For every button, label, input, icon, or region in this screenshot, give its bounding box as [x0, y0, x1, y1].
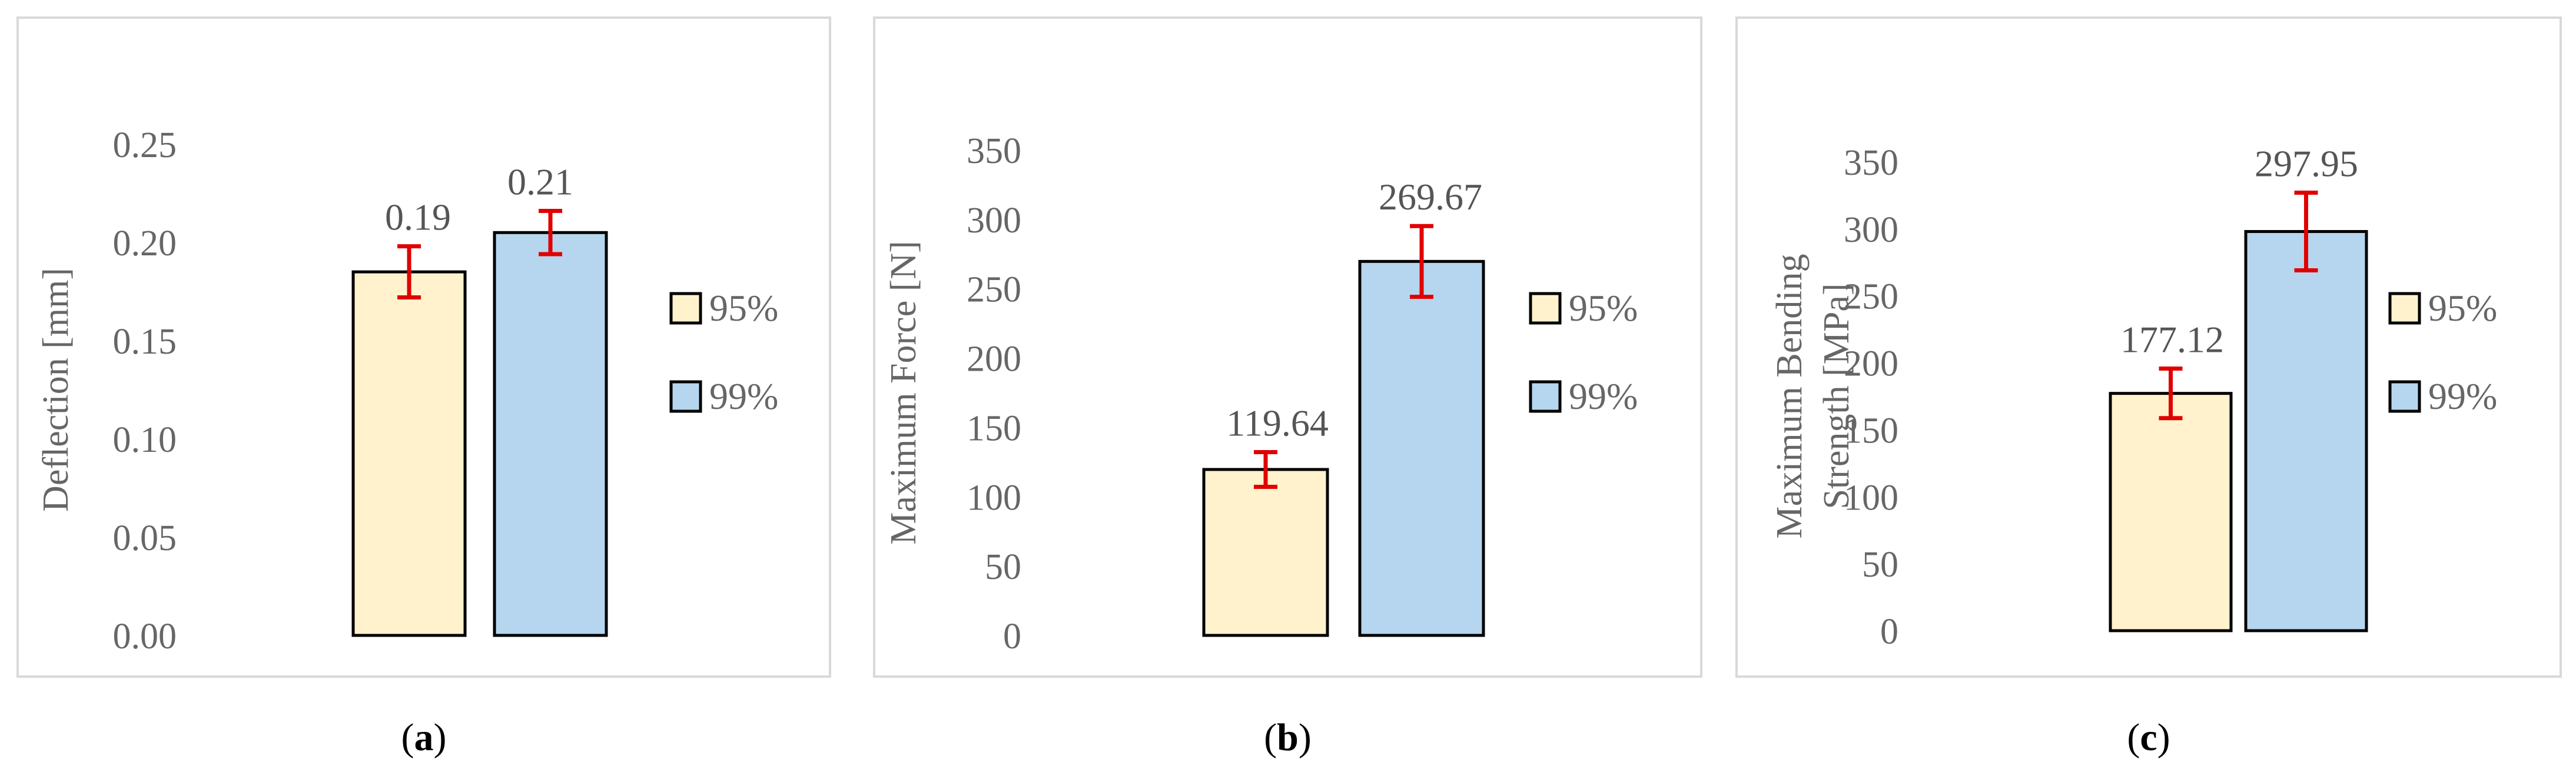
y-tick-label: 0	[1003, 617, 1021, 657]
legend-label: 95%	[709, 287, 778, 329]
y-tick-label: 0.15	[113, 322, 177, 362]
data-label: 297.95	[2255, 142, 2358, 184]
y-tick-label: 200	[967, 339, 1021, 379]
y-tick-label: 100	[1844, 478, 1898, 518]
y-tick-label: 350	[967, 131, 1021, 171]
panel-label: (a)	[401, 716, 447, 759]
y-tick-label: 150	[967, 408, 1021, 448]
y-tick-label: 200	[1844, 344, 1898, 384]
bar	[493, 231, 608, 637]
bar	[1202, 468, 1329, 637]
legend-swatch	[669, 380, 702, 413]
y-tick-label: 250	[1844, 277, 1898, 317]
y-axis-label: Strength [MPa]	[1817, 283, 1857, 509]
y-tick-label: 0.25	[113, 125, 177, 165]
panel-label: (b)	[1264, 716, 1312, 759]
y-tick-label: 0.05	[113, 518, 177, 558]
bar	[2244, 230, 2368, 632]
chart-panel-c: 0 50 100 150 200 250 300 350 Maximum Bending Stre…	[1735, 16, 2562, 759]
legend-swatch	[2388, 380, 2421, 413]
legend-label: 95%	[2428, 287, 2497, 329]
legend-label: 99%	[709, 375, 778, 417]
legend-swatch	[2388, 292, 2421, 325]
panel-label: (c)	[2127, 716, 2170, 759]
y-tick-label: 350	[1844, 143, 1898, 183]
y-axis-label: Maximum Force [N]	[884, 241, 924, 545]
y-axis-label: Maximum Bending	[1770, 254, 1810, 539]
y-tick-label: 150	[1844, 411, 1898, 451]
chart-panel-a: 0.00 0.05 0.10 0.15 0.20 0.25 Deflection [mm] 0…	[16, 16, 831, 759]
y-tick-label: 0	[1880, 612, 1898, 652]
chart-panel-b: 0 50 100 150 200 250 300 350 Maximum Force [N] 11…	[873, 16, 1702, 759]
y-tick-label: 0.00	[113, 617, 177, 657]
legend-swatch	[1529, 292, 1562, 325]
legend-label: 99%	[1569, 375, 1638, 417]
y-tick-label: 300	[967, 201, 1021, 241]
y-tick-label: 50	[1862, 545, 1898, 585]
bar	[1358, 259, 1485, 637]
data-label: 119.64	[1226, 402, 1329, 444]
data-label: 269.67	[1379, 176, 1482, 218]
y-tick-label: 100	[967, 478, 1021, 518]
y-tick-label: 0.10	[113, 420, 177, 460]
legend-label: 95%	[1569, 287, 1638, 329]
y-axis-label: Deflection [mm]	[36, 268, 76, 512]
data-label: 0.21	[507, 161, 573, 203]
data-label: 177.12	[2120, 319, 2224, 361]
legend-swatch	[1529, 380, 1562, 413]
bar	[351, 270, 467, 637]
data-label: 0.19	[385, 197, 451, 238]
legend-swatch	[669, 292, 702, 325]
y-tick-label: 250	[967, 270, 1021, 310]
y-tick-label: 50	[985, 547, 1021, 587]
legend-label: 99%	[2428, 375, 2497, 417]
y-tick-label: 0.20	[113, 224, 177, 264]
bar	[2109, 392, 2233, 632]
y-tick-label: 300	[1844, 210, 1898, 250]
